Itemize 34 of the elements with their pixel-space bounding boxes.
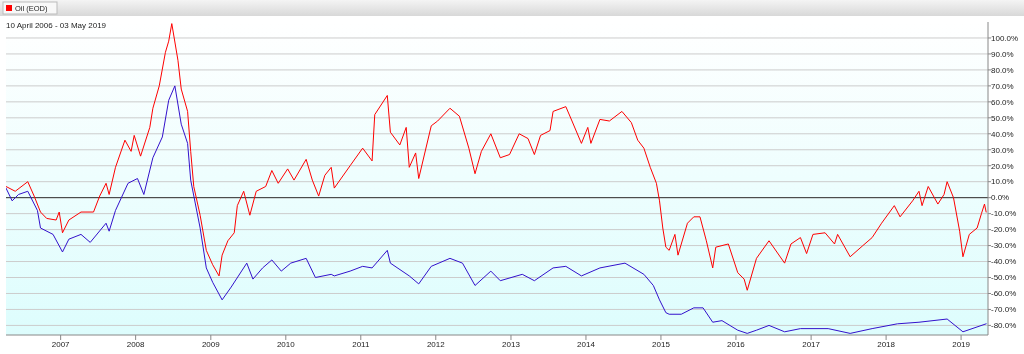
y-tick-label: 20.0% [991, 161, 1014, 171]
y-tick-label: 0.0% [991, 193, 1010, 203]
y-tick-label: 90.0% [991, 49, 1014, 59]
y-tick-label: 70.0% [991, 81, 1014, 91]
x-tick-label: 2009 [201, 340, 221, 349]
y-tick-label: 100.0% [991, 33, 1019, 43]
y-tick-label: 40.0% [991, 129, 1014, 139]
x-tick-label: 2010 [276, 340, 296, 349]
x-tick-label: 2018 [877, 340, 896, 349]
y-tick-label: 50.0% [991, 113, 1014, 123]
y-tick-label: -60.0% [991, 289, 1017, 299]
y-tick-label: 10.0% [991, 177, 1014, 187]
y-tick-label: -20.0% [991, 225, 1017, 235]
y-tick-label: -10.0% [991, 209, 1017, 219]
x-tick-label: 2019 [952, 340, 971, 349]
x-tick-label: 2017 [802, 340, 821, 349]
y-tick-label: 80.0% [991, 65, 1014, 75]
y-tick-label: -40.0% [991, 257, 1017, 267]
y-tick-label: -80.0% [991, 321, 1017, 331]
y-tick-label: -50.0% [991, 273, 1017, 283]
line-series [6, 23, 987, 291]
x-tick-label: 2015 [652, 340, 671, 349]
x-tick-label: 2008 [126, 340, 146, 349]
y-tick-label: -30.0% [991, 241, 1017, 251]
x-tick-label: 2011 [352, 340, 370, 349]
x-tick-label: 2016 [727, 340, 746, 349]
x-tick-label: 2012 [426, 340, 446, 349]
chart-subtitle: 10 April 2006 - 03 May 2019 [6, 21, 107, 30]
y-tick-label: 60.0% [991, 97, 1014, 107]
x-tick-label: 2013 [502, 340, 521, 349]
y-tick-label: 30.0% [991, 145, 1014, 155]
y-tick-label: -70.0% [991, 305, 1017, 315]
x-tick-label: 2007 [51, 340, 71, 349]
x-tick-label: 2014 [577, 340, 596, 349]
